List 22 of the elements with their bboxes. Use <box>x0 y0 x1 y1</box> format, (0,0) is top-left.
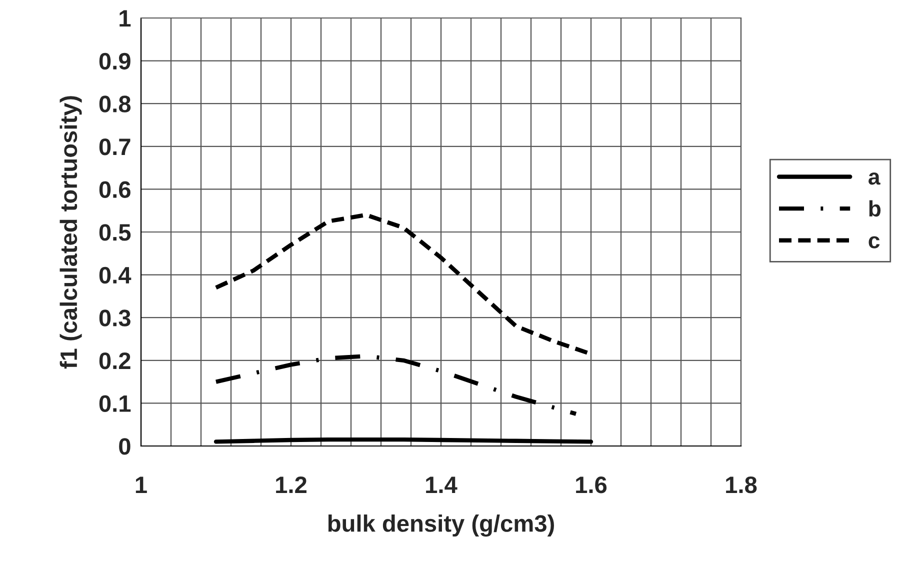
x-tick-label: 1.6 <box>576 476 607 494</box>
y-tick-label: 0.4 <box>99 266 132 284</box>
y-tick-label: 0.3 <box>99 310 130 326</box>
legend-label: b <box>869 200 881 217</box>
x-tick-label: 1.2 <box>276 476 306 493</box>
x-axis-title: bulk density (g/cm3) <box>328 514 554 537</box>
line-series <box>214 354 578 416</box>
y-tick-label: 0.8 <box>99 96 131 112</box>
y-tick-label: 0.9 <box>99 52 130 70</box>
y-tick-label: 0.1 <box>99 395 131 412</box>
x-tick-label: 1.8 <box>726 476 757 494</box>
legend-label: c <box>868 236 880 248</box>
y-tick-label: 0 <box>119 438 130 455</box>
y-tick-label: 1 <box>120 10 131 27</box>
x-tick-label: 1 <box>136 476 147 493</box>
y-tick-label: 0.6 <box>99 181 130 198</box>
y-tick-label: 0.2 <box>99 352 130 370</box>
y-axis-title: f1 (calculated tortuosity) <box>60 96 82 369</box>
legend-label: a <box>868 172 880 185</box>
y-tick-label: 0.7 <box>99 138 130 156</box>
y-tick-label: 0.5 <box>99 224 131 241</box>
x-tick-label: 1.4 <box>426 476 458 493</box>
